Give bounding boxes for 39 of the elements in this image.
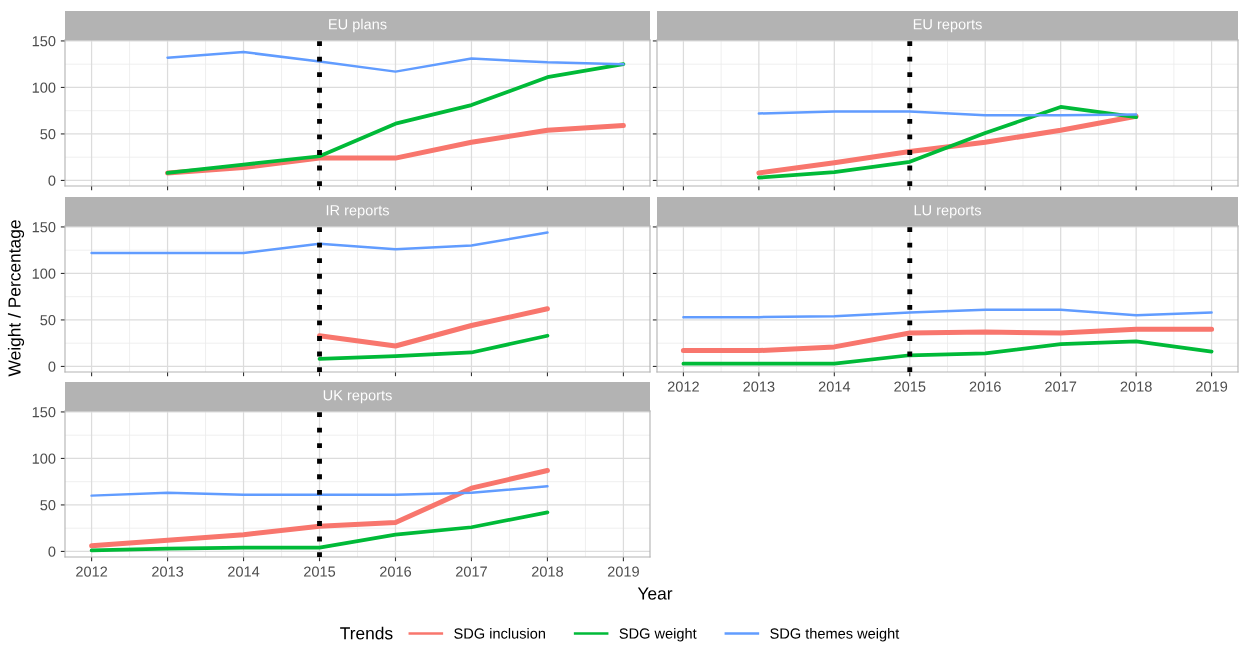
legend-title: Trends — [340, 626, 393, 640]
x-tick-label: 2013 — [743, 381, 775, 392]
chart-title: EU reports — [913, 19, 982, 33]
chart-title: EU plans — [329, 18, 387, 33]
legend-label: SDG themes weight — [770, 627, 900, 642]
x-tick-label: 2016 — [380, 566, 412, 577]
x-tick-label: 2017 — [455, 566, 487, 577]
x-tick-label: 2012 — [667, 381, 699, 392]
legend-label: SDG weight — [619, 627, 697, 642]
x-tick-label: 2013 — [152, 566, 184, 577]
y-tick-label: 100 — [32, 453, 56, 464]
x-tick-label: 2018 — [1120, 381, 1152, 392]
y-tick-label: 100 — [32, 268, 56, 279]
x-tick-label: 2015 — [894, 381, 926, 392]
x-axis-title: Year — [637, 587, 673, 600]
y-tick-label: 100 — [32, 82, 56, 93]
y-tick-label: 50 — [40, 500, 56, 511]
x-tick-label: 2018 — [531, 566, 564, 577]
chart-title: IR reports — [326, 205, 389, 219]
legend-label: SDG inclusion — [454, 627, 545, 639]
y-tick-label: 0 — [48, 361, 56, 372]
chart-title: LU reports — [914, 205, 982, 219]
chart-title: UK reports — [323, 390, 392, 404]
x-tick-label: 2019 — [1196, 381, 1228, 392]
x-tick-label: 2017 — [1045, 381, 1077, 392]
y-tick-label: 0 — [48, 546, 56, 557]
y-tick-label: 50 — [40, 315, 56, 326]
x-tick-label: 2016 — [969, 381, 1001, 392]
y-tick-label: 150 — [32, 36, 56, 47]
y-tick-label: 50 — [40, 129, 56, 140]
x-tick-label: 2014 — [818, 381, 851, 392]
y-tick-label: 150 — [32, 222, 56, 233]
y-tick-label: 0 — [48, 175, 56, 186]
x-tick-label: 2015 — [304, 566, 336, 577]
x-tick-label: 2012 — [76, 566, 108, 577]
y-tick-label: 150 — [32, 407, 56, 418]
x-tick-label: 2019 — [607, 566, 639, 577]
x-tick-label: 2014 — [228, 566, 260, 577]
y-axis-title: Weight / Percentage — [7, 220, 25, 377]
